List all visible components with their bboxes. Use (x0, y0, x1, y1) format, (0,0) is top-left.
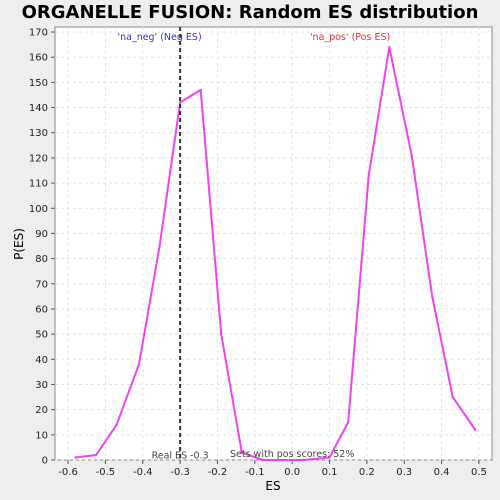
real-es-label: Real ES -0.3 (152, 451, 209, 462)
pos-es-label: 'na_pos' (Pos ES) (310, 32, 390, 43)
x-tick-label: 0.0 (284, 467, 300, 478)
x-tick-label: 0.4 (434, 467, 450, 478)
pos-scores-label: Sets with pos scores: 52% (230, 449, 354, 460)
data-point (302, 458, 305, 462)
x-tick-label: 0.5 (471, 467, 487, 478)
data-point (367, 174, 370, 177)
data-point (178, 101, 182, 104)
x-tick-label: -0.1 (245, 467, 265, 478)
y-tick-label: 80 (35, 254, 48, 265)
data-point (410, 154, 413, 157)
y-tick-label: 50 (35, 330, 48, 341)
y-tick-label: 150 (29, 78, 48, 89)
data-point (94, 453, 98, 457)
x-tick-label: 0.2 (359, 467, 375, 478)
y-tick-label: 130 (29, 128, 48, 139)
y-tick-label: 70 (35, 279, 48, 290)
y-tick-label: 20 (35, 405, 48, 416)
y-tick-label: 100 (29, 204, 48, 215)
data-point (473, 428, 477, 431)
y-tick-label: 30 (35, 380, 48, 391)
grid (55, 27, 492, 461)
data-point (220, 332, 223, 336)
series-layer (74, 45, 477, 462)
x-tick-label: -0.3 (170, 467, 190, 478)
x-tick-label: -0.5 (96, 467, 116, 478)
y-tick-label: 90 (35, 229, 48, 240)
y-tick-label: 170 (29, 28, 48, 39)
y-tick-label: 0 (42, 456, 48, 467)
data-point (137, 363, 141, 366)
data-point (347, 421, 350, 424)
data-point (328, 456, 331, 459)
data-point (158, 244, 161, 248)
y-tick-label: 60 (35, 304, 48, 315)
data-point (240, 451, 243, 454)
data-point (431, 295, 434, 298)
y-tick-label: 120 (29, 153, 48, 164)
x-tick-label: -0.4 (133, 467, 153, 478)
y-tick-label: 110 (29, 179, 48, 190)
y-tick-label: 160 (29, 53, 48, 64)
neg-es-label: 'na_neg' (Neg ES) (117, 32, 201, 43)
series-line (75, 46, 477, 461)
x-tick-label: 0.1 (322, 467, 338, 478)
y-tick-label: 40 (35, 355, 48, 366)
data-point (281, 458, 285, 462)
chart-title: ORGANELLE FUSION: Random ES distribution (22, 2, 479, 23)
data-point (199, 88, 202, 92)
y-tick-label: 140 (29, 103, 48, 114)
x-tick-label: -0.2 (208, 467, 228, 478)
data-point (74, 456, 77, 459)
x-tick-label: -0.6 (58, 467, 78, 478)
data-point (261, 458, 264, 462)
x-axis-label: ES (265, 479, 280, 493)
x-tick-label: 0.3 (396, 467, 412, 478)
plot-area (54, 26, 493, 461)
y-axis-label: P(ES) (12, 228, 26, 260)
annotation-layer: 'na_neg' (Neg ES) 'na_pos' (Pos ES) Real E… (117, 27, 390, 462)
data-point (115, 423, 118, 426)
y-tick-label: 10 (35, 430, 48, 441)
axes: -0.6 -0.5 -0.4 -0.3 -0.2 -0.1 0.0 0.1 0.2 0.3 0.4 0… (29, 28, 487, 478)
data-point (388, 45, 391, 49)
data-point (451, 395, 454, 399)
